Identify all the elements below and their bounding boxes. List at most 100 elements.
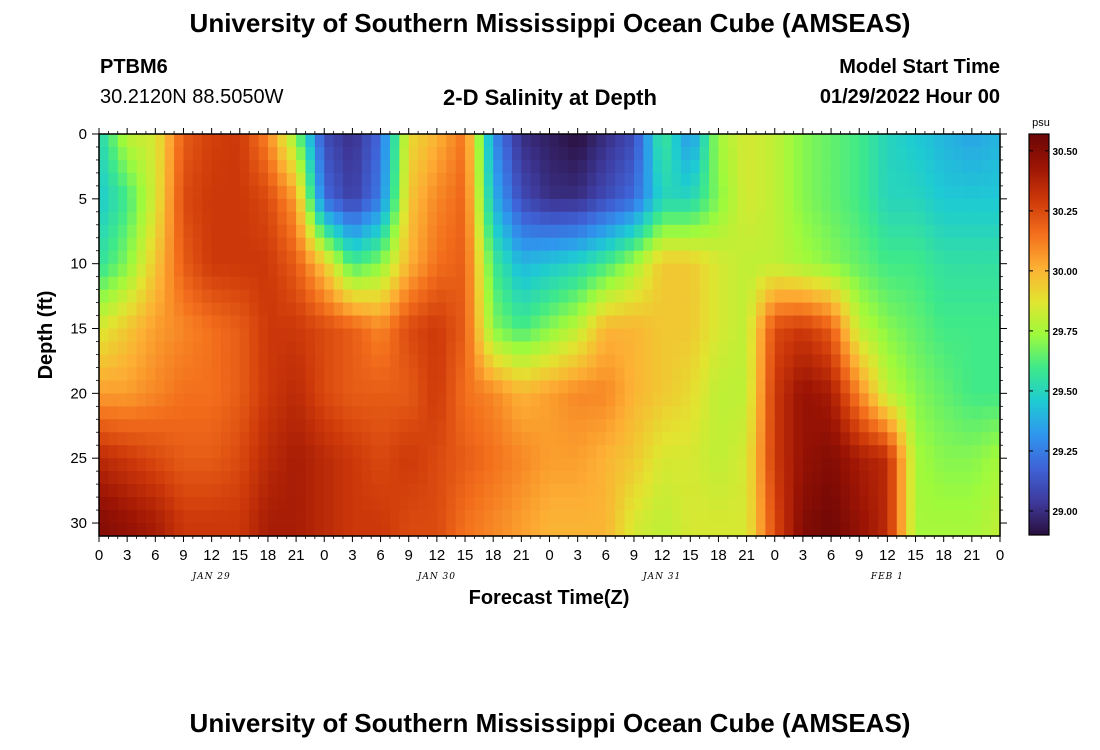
heatmap-cell [277,289,288,304]
heatmap-cell [943,224,954,239]
heatmap-cell [511,289,522,304]
heatmap-cell [465,250,476,265]
heatmap-cell [465,393,476,407]
heatmap-cell [802,159,813,174]
heatmap-cell [652,367,663,381]
heatmap-cell [352,458,363,472]
heatmap-cell [906,224,917,239]
heatmap-cell [633,393,644,407]
heatmap-cell [671,471,682,485]
heatmap-cell [549,289,560,304]
heatmap-cell [802,445,813,459]
heatmap-cell [465,497,476,511]
heatmap-cell [680,185,691,200]
heatmap-cell [286,263,297,278]
heatmap-cell [652,380,663,394]
heatmap-cell [633,134,644,148]
heatmap-cell [239,510,250,524]
heatmap-cell [887,211,898,226]
heatmap-cell [840,432,851,446]
heatmap-cell [408,484,419,498]
heatmap-cell [652,328,663,343]
heatmap-cell [211,419,222,433]
heatmap-cell [474,419,485,433]
heatmap-cell [343,354,354,369]
heatmap-cell [418,263,429,278]
heatmap-cell [511,497,522,511]
heatmap-cell [389,185,400,200]
heatmap-cell [934,263,945,278]
heatmap-cell [709,185,720,200]
heatmap-cell [249,523,260,537]
heatmap-cell [530,134,541,148]
heatmap-cell [774,263,785,278]
heatmap-cell [502,237,513,252]
heatmap-cell [699,315,710,330]
heatmap-cell [389,393,400,407]
heatmap-cell [249,159,260,174]
heatmap-cell [680,172,691,187]
heatmap-cell [465,134,476,148]
heatmap-cell [258,367,269,381]
heatmap-cell [896,406,907,420]
heatmap-cell [296,328,307,343]
heatmap-cell [981,471,992,485]
heatmap-cell [568,406,579,420]
x-tick-label: 12 [654,547,671,564]
heatmap-cell [352,484,363,498]
heatmap-cell [577,302,588,317]
heatmap-cell [258,159,269,174]
heatmap-cell [802,250,813,265]
heatmap-cell [624,289,635,304]
heatmap-cell [737,185,748,200]
heatmap-cell [953,523,964,537]
heatmap-cell [117,458,128,472]
heatmap-cell [971,432,982,446]
heatmap-cell [174,341,185,356]
heatmap-cell [408,406,419,420]
heatmap-cell [915,146,926,161]
heatmap-cell [727,211,738,226]
heatmap-cell [615,406,626,420]
heatmap-cell [155,134,166,148]
heatmap-cell [774,380,785,394]
heatmap-cell [164,263,175,278]
heatmap-cell [530,432,541,446]
heatmap-cell [540,172,551,187]
heatmap-cell [230,354,241,369]
heatmap-cell [671,172,682,187]
heatmap-cell [305,315,316,330]
heatmap-cell [174,354,185,369]
heatmap-cell [821,406,832,420]
heatmap-cell [436,354,447,369]
heatmap-cell [577,263,588,278]
heatmap-cell [108,224,119,239]
heatmap-cell [840,159,851,174]
heatmap-cell [709,367,720,381]
heatmap-cell [887,445,898,459]
heatmap-cell [352,341,363,356]
heatmap-cell [727,146,738,161]
heatmap-cell [540,315,551,330]
heatmap-cell [267,276,278,291]
heatmap-cell [737,198,748,213]
heatmap-cell [108,302,119,317]
heatmap-cell [558,341,569,356]
heatmap-cell [286,198,297,213]
heatmap-cell [427,471,438,485]
heatmap-cell [934,315,945,330]
heatmap-cell [755,237,766,252]
heatmap-cell [887,289,898,304]
y-tick-label: 20 [70,385,87,402]
heatmap-cell [568,523,579,537]
heatmap-cell [155,198,166,213]
heatmap-cell [896,198,907,213]
heatmap-cell [324,523,335,537]
heatmap-cell [877,159,888,174]
heatmap-cell [577,393,588,407]
heatmap-cell [436,263,447,278]
heatmap-cell [755,198,766,213]
heatmap-cell [596,185,607,200]
heatmap-cell [671,341,682,356]
heatmap-cell [521,458,532,472]
